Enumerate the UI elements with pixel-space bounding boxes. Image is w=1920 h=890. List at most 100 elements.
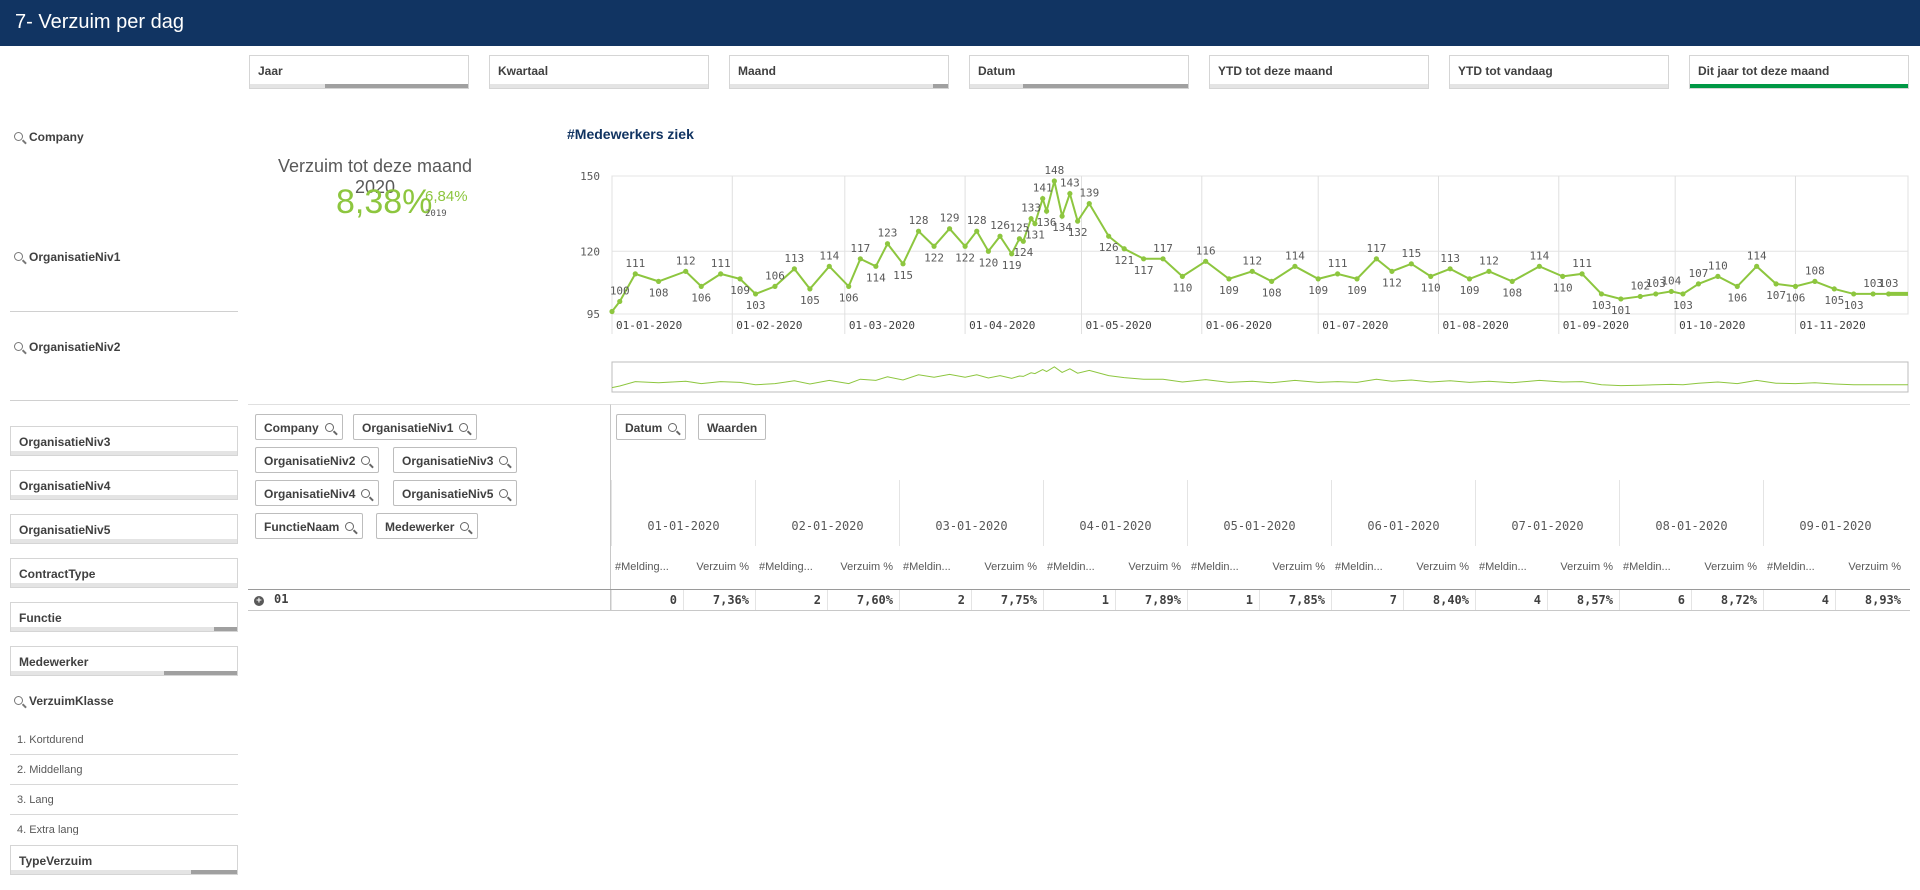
data-point[interactable] xyxy=(1009,251,1015,257)
data-point[interactable] xyxy=(1715,273,1721,279)
filter-organisatieniv3[interactable]: OrganisatieNiv3 xyxy=(10,426,238,456)
data-point[interactable] xyxy=(1447,266,1453,272)
data-point[interactable] xyxy=(632,271,638,277)
data-point[interactable] xyxy=(1067,190,1073,197)
filter-company[interactable]: Company xyxy=(14,130,84,144)
data-point[interactable] xyxy=(915,228,922,234)
data-point[interactable] xyxy=(1160,256,1166,262)
data-point[interactable] xyxy=(1812,278,1818,284)
dimension-chip-organisatieniv5[interactable]: OrganisatieNiv5 xyxy=(393,480,518,506)
data-point[interactable] xyxy=(846,283,852,289)
data-point[interactable] xyxy=(900,261,906,267)
data-point[interactable] xyxy=(1106,233,1112,239)
measure-header[interactable]: Verzuim % xyxy=(1560,561,1613,573)
data-point[interactable] xyxy=(1851,291,1857,297)
data-point[interactable] xyxy=(1203,258,1209,264)
data-point[interactable] xyxy=(1598,291,1605,297)
data-point[interactable] xyxy=(752,291,759,297)
data-point[interactable] xyxy=(1059,213,1065,219)
data-point[interactable] xyxy=(857,256,863,262)
dimension-chip-medewerker[interactable]: Medewerker xyxy=(376,513,479,539)
data-point[interactable] xyxy=(1831,286,1837,292)
measure-header[interactable]: Verzuim % xyxy=(1272,561,1325,573)
dimension-chip-organisatieniv1[interactable]: OrganisatieNiv1 xyxy=(353,414,478,440)
filter-verzuimklasse[interactable]: VerzuimKlasse xyxy=(14,694,114,708)
date-column-header[interactable]: 09-01-2020 xyxy=(1763,480,1907,546)
data-point[interactable] xyxy=(1680,291,1686,297)
data-point[interactable] xyxy=(1051,178,1057,184)
dimension-chip-waarden[interactable]: Waarden xyxy=(698,414,767,440)
filter-ytd-tot-vandaag[interactable]: YTD tot vandaag xyxy=(1449,55,1669,89)
dimension-chip-organisatieniv3[interactable]: OrganisatieNiv3 xyxy=(393,447,518,473)
data-point[interactable] xyxy=(931,243,937,249)
date-column-header[interactable]: 08-01-2020 xyxy=(1619,480,1763,546)
data-point[interactable] xyxy=(683,268,689,274)
data-point[interactable] xyxy=(1695,281,1702,287)
data-point[interactable] xyxy=(1618,296,1624,302)
data-point[interactable] xyxy=(985,248,991,254)
filter-ytd-tot-deze-maand[interactable]: YTD tot deze maand xyxy=(1209,55,1429,89)
date-column-header[interactable]: 02-01-2020 xyxy=(755,480,899,546)
data-point[interactable] xyxy=(617,298,623,305)
data-point[interactable] xyxy=(1269,278,1275,284)
measure-header[interactable]: #Meldin... xyxy=(1047,561,1095,573)
date-column-header[interactable]: 01-01-2020 xyxy=(611,480,755,546)
data-point[interactable] xyxy=(1249,268,1255,274)
verzuimklasse-item[interactable]: 3. Lang xyxy=(10,785,238,815)
filter-medewerker[interactable]: Medewerker xyxy=(10,646,238,676)
data-point[interactable] xyxy=(1428,273,1434,279)
data-point[interactable] xyxy=(1637,293,1643,300)
filter-datum[interactable]: Datum xyxy=(969,55,1189,89)
data-point[interactable] xyxy=(1121,246,1127,252)
mini-chart-frame[interactable] xyxy=(611,361,1909,393)
data-point[interactable] xyxy=(698,283,704,289)
date-column-header[interactable]: 06-01-2020 xyxy=(1331,480,1475,546)
measure-header[interactable]: Verzuim % xyxy=(1848,561,1901,573)
data-point[interactable] xyxy=(974,228,980,234)
measure-header[interactable]: Verzuim % xyxy=(1416,561,1469,573)
data-point[interactable] xyxy=(655,278,662,284)
expand-icon[interactable]: + xyxy=(254,596,264,606)
verzuimklasse-item[interactable]: 4. Extra lang xyxy=(10,815,238,835)
dimension-chip-datum[interactable]: Datum xyxy=(616,414,687,440)
data-point[interactable] xyxy=(1016,236,1023,242)
data-point[interactable] xyxy=(826,263,832,269)
data-point[interactable] xyxy=(1335,271,1341,277)
data-point[interactable] xyxy=(772,283,778,289)
data-point[interactable] xyxy=(1870,291,1876,297)
filter-organisatieniv4[interactable]: OrganisatieNiv4 xyxy=(10,470,238,500)
data-point[interactable] xyxy=(1179,273,1185,279)
dimension-chip-organisatieniv4[interactable]: OrganisatieNiv4 xyxy=(255,480,380,506)
data-point[interactable] xyxy=(1140,256,1147,262)
measure-header[interactable]: Verzuim % xyxy=(696,561,749,573)
data-point[interactable] xyxy=(737,276,743,282)
line-chart[interactable]: 150 120 95 01-01-2020 01-02-2020 01-03-2020 01… xyxy=(0,0,1920,400)
data-point[interactable] xyxy=(791,266,797,272)
data-point[interactable] xyxy=(1028,216,1034,222)
measure-header[interactable]: Verzuim % xyxy=(1704,561,1757,573)
data-point[interactable] xyxy=(807,286,813,292)
data-point[interactable] xyxy=(1040,195,1046,202)
data-point[interactable] xyxy=(1315,276,1321,282)
data-point[interactable] xyxy=(946,226,953,232)
filter-functie[interactable]: Functie xyxy=(10,602,238,632)
data-point[interactable] xyxy=(1486,268,1492,274)
data-point[interactable] xyxy=(718,271,724,277)
filter-typeverzuim[interactable]: TypeVerzuim xyxy=(10,845,238,875)
dimension-chip-functienaam[interactable]: FunctieNaam xyxy=(255,513,364,539)
data-point[interactable] xyxy=(1653,291,1659,297)
measure-header[interactable]: #Meldin... xyxy=(1479,561,1527,573)
date-column-header[interactable]: 07-01-2020 xyxy=(1475,480,1619,546)
data-point[interactable] xyxy=(873,263,879,269)
measure-header[interactable]: Verzuim % xyxy=(1128,561,1181,573)
data-point[interactable] xyxy=(1668,288,1674,295)
date-column-header[interactable]: 04-01-2020 xyxy=(1043,480,1187,546)
data-point[interactable] xyxy=(962,243,968,249)
measure-header[interactable]: #Melding... xyxy=(759,561,813,573)
measure-header[interactable]: Verzuim % xyxy=(840,561,893,573)
filter-organisatieniv2[interactable]: OrganisatieNiv2 xyxy=(14,340,120,354)
measure-header[interactable]: #Meldin... xyxy=(1191,561,1239,573)
filter-kwartaal[interactable]: Kwartaal xyxy=(489,55,709,89)
data-point[interactable] xyxy=(609,308,615,315)
verzuimklasse-item[interactable]: 2. Middellang xyxy=(10,755,238,785)
